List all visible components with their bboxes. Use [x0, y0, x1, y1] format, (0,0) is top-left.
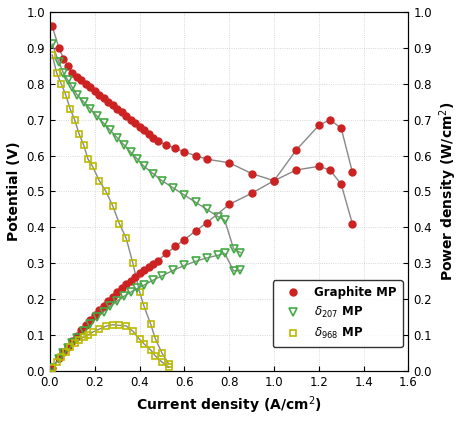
Graphite MP — [137, 124, 143, 129]
$\delta_{207}$ MP — [150, 171, 156, 176]
Graphite MP — [164, 142, 169, 147]
Legend: Graphite MP, $\delta_{207}$ MP, $\delta_{968}$ MP: Graphite MP, $\delta_{207}$ MP, $\delta_… — [273, 280, 403, 347]
$\delta_{207}$ MP — [193, 200, 199, 205]
$\delta_{207}$ MP — [238, 250, 243, 255]
Graphite MP — [114, 106, 120, 111]
$\delta_{968}$ MP — [85, 157, 91, 162]
$\delta_{968}$ MP — [137, 289, 143, 294]
Graphite MP — [101, 96, 107, 101]
Graphite MP — [79, 78, 84, 83]
$\delta_{207}$ MP — [141, 164, 147, 169]
$\delta_{207}$ MP — [231, 247, 236, 252]
$\delta_{968}$ MP — [130, 261, 136, 266]
Graphite MP — [141, 128, 147, 133]
Graphite MP — [69, 71, 75, 76]
$\delta_{968}$ MP — [76, 132, 82, 137]
$\delta_{207}$ MP — [159, 178, 165, 183]
Graphite MP — [271, 178, 277, 183]
Graphite MP — [193, 153, 199, 158]
$\delta_{207}$ MP — [101, 121, 107, 126]
Graphite MP — [249, 171, 254, 176]
Graphite MP — [92, 88, 97, 93]
Y-axis label: Potential (V): Potential (V) — [7, 142, 21, 241]
Graphite MP — [316, 164, 322, 169]
$\delta_{207}$ MP — [65, 78, 71, 83]
$\delta_{207}$ MP — [182, 192, 187, 198]
$\delta_{968}$ MP — [116, 221, 122, 226]
$\delta_{968}$ MP — [110, 203, 116, 209]
Graphite MP — [128, 117, 133, 122]
$\delta_{207}$ MP — [94, 113, 100, 118]
$\delta_{968}$ MP — [123, 236, 129, 241]
Graphite MP — [204, 157, 210, 162]
$\delta_{207}$ MP — [69, 85, 75, 90]
Graphite MP — [150, 135, 156, 140]
$\delta_{207}$ MP — [49, 42, 55, 47]
Graphite MP — [96, 92, 102, 97]
Graphite MP — [83, 81, 89, 86]
$\delta_{207}$ MP — [204, 207, 210, 212]
Graphite MP — [119, 110, 124, 115]
Graphite MP — [74, 74, 80, 79]
$\delta_{207}$ MP — [114, 135, 120, 140]
Y-axis label: Power density (W/cm$^2$): Power density (W/cm$^2$) — [438, 102, 459, 281]
$\delta_{968}$ MP — [141, 304, 147, 309]
$\delta_{968}$ MP — [166, 361, 171, 366]
$\delta_{968}$ MP — [159, 351, 165, 356]
Graphite MP — [226, 160, 232, 165]
Graphite MP — [327, 168, 333, 173]
Line: $\delta_{207}$ MP: $\delta_{207}$ MP — [48, 40, 245, 257]
Graphite MP — [110, 103, 116, 108]
$\delta_{207}$ MP — [56, 60, 62, 65]
Graphite MP — [172, 146, 178, 151]
$\delta_{968}$ MP — [58, 81, 64, 86]
$\delta_{207}$ MP — [61, 71, 66, 76]
Graphite MP — [88, 85, 93, 90]
Graphite MP — [65, 63, 71, 69]
Graphite MP — [49, 24, 55, 29]
Graphite MP — [56, 45, 62, 50]
X-axis label: Current density (A/cm$^2$): Current density (A/cm$^2$) — [136, 395, 322, 416]
$\delta_{968}$ MP — [81, 142, 86, 147]
Graphite MP — [132, 121, 138, 126]
Graphite MP — [146, 132, 151, 137]
$\delta_{207}$ MP — [215, 214, 221, 219]
$\delta_{968}$ MP — [63, 92, 69, 97]
$\delta_{968}$ MP — [152, 336, 158, 341]
$\delta_{207}$ MP — [108, 128, 113, 133]
Graphite MP — [294, 168, 299, 173]
$\delta_{207}$ MP — [74, 92, 80, 97]
$\delta_{968}$ MP — [68, 106, 73, 111]
Graphite MP — [182, 149, 187, 154]
$\delta_{207}$ MP — [81, 99, 86, 104]
$\delta_{968}$ MP — [103, 189, 109, 194]
Graphite MP — [155, 139, 160, 144]
$\delta_{207}$ MP — [88, 106, 93, 111]
Graphite MP — [350, 221, 355, 226]
$\delta_{968}$ MP — [54, 71, 60, 76]
$\delta_{968}$ MP — [49, 52, 55, 58]
Graphite MP — [338, 182, 344, 187]
$\delta_{207}$ MP — [128, 149, 133, 154]
$\delta_{207}$ MP — [222, 218, 227, 223]
$\delta_{207}$ MP — [171, 185, 176, 190]
Graphite MP — [123, 113, 129, 118]
Line: $\delta_{968}$ MP: $\delta_{968}$ MP — [49, 52, 172, 367]
$\delta_{968}$ MP — [96, 178, 102, 183]
$\delta_{968}$ MP — [72, 117, 77, 122]
$\delta_{207}$ MP — [135, 157, 140, 162]
Line: Graphite MP: Graphite MP — [49, 23, 356, 227]
Graphite MP — [105, 99, 111, 104]
Graphite MP — [61, 56, 66, 61]
$\delta_{968}$ MP — [148, 322, 154, 327]
$\delta_{207}$ MP — [121, 142, 127, 147]
$\delta_{968}$ MP — [90, 164, 96, 169]
